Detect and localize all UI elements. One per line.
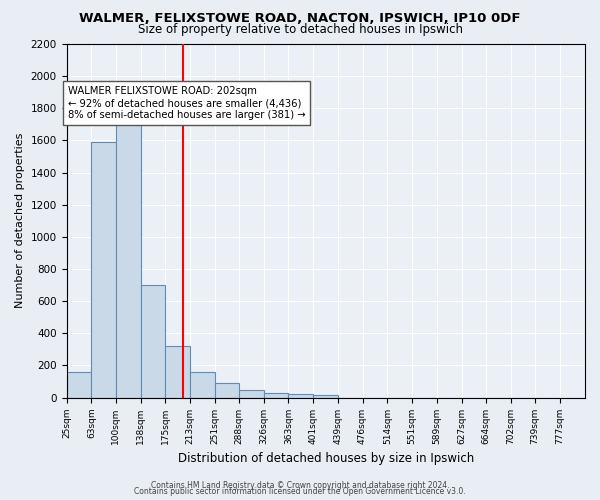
Text: Contains public sector information licensed under the Open Government Licence v3: Contains public sector information licen… [134,487,466,496]
Bar [264,392,289,398]
X-axis label: Distribution of detached houses by size in Ipswich: Distribution of detached houses by size … [178,452,474,465]
Bar [289,394,313,398]
Bar [116,116,140,398]
Bar [190,372,215,398]
Bar [165,346,190,398]
Bar [67,372,91,398]
Bar [313,395,338,398]
Text: Size of property relative to detached houses in Ipswich: Size of property relative to detached ho… [137,22,463,36]
Text: Contains HM Land Registry data © Crown copyright and database right 2024.: Contains HM Land Registry data © Crown c… [151,481,449,490]
Text: WALMER, FELIXSTOWE ROAD, NACTON, IPSWICH, IP10 0DF: WALMER, FELIXSTOWE ROAD, NACTON, IPSWICH… [79,12,521,26]
Bar [91,142,116,398]
Bar [239,390,264,398]
Bar [140,285,165,398]
Bar [215,383,239,398]
Y-axis label: Number of detached properties: Number of detached properties [15,133,25,308]
Text: WALMER FELIXSTOWE ROAD: 202sqm
← 92% of detached houses are smaller (4,436)
8% o: WALMER FELIXSTOWE ROAD: 202sqm ← 92% of … [68,86,305,120]
